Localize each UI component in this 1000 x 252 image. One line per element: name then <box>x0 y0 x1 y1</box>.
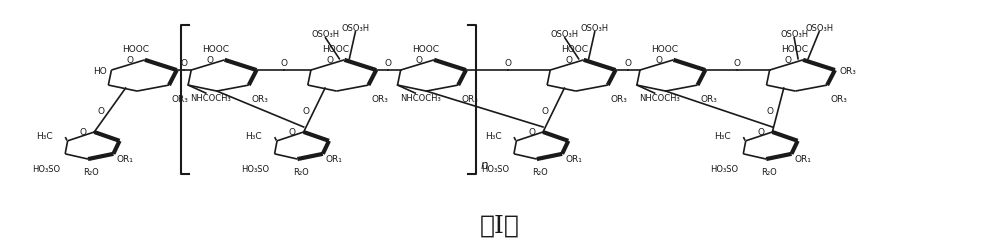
Text: OR₃: OR₃ <box>252 95 269 104</box>
Text: O: O <box>326 56 333 65</box>
Text: OSO₃H: OSO₃H <box>551 30 579 39</box>
Text: OR₁: OR₁ <box>116 155 133 164</box>
Text: OR₁: OR₁ <box>326 155 343 164</box>
Text: OR₁: OR₁ <box>565 155 582 164</box>
Text: OSO₃H: OSO₃H <box>341 24 369 33</box>
Text: O: O <box>127 56 134 65</box>
Text: NHCOCH₃: NHCOCH₃ <box>639 94 680 103</box>
Text: HOOC: HOOC <box>202 45 229 54</box>
Text: O: O <box>385 59 392 68</box>
Text: OR₃: OR₃ <box>830 95 847 104</box>
Text: OR₃: OR₃ <box>611 95 628 104</box>
Text: R₂O: R₂O <box>83 167 99 176</box>
Text: R₂O: R₂O <box>532 167 548 176</box>
Text: R₂O: R₂O <box>293 167 308 176</box>
Text: OSO₃H: OSO₃H <box>581 24 609 33</box>
Text: O: O <box>98 106 105 115</box>
Text: HO₃SO: HO₃SO <box>481 164 509 173</box>
Text: O: O <box>766 106 773 115</box>
Text: HOOC: HOOC <box>123 45 150 54</box>
Text: HO: HO <box>93 66 106 75</box>
Text: OR₃: OR₃ <box>461 95 478 104</box>
Text: O: O <box>302 106 309 115</box>
Text: H₃C: H₃C <box>36 132 53 141</box>
Text: O: O <box>181 59 188 68</box>
Text: H₃C: H₃C <box>714 132 731 141</box>
Text: O: O <box>289 128 296 136</box>
Text: H₃C: H₃C <box>245 132 262 141</box>
Text: OR₃: OR₃ <box>840 66 857 75</box>
Text: O: O <box>542 106 549 115</box>
Text: OR₁: OR₁ <box>794 155 811 164</box>
Text: O: O <box>528 128 535 136</box>
Text: HO₃SO: HO₃SO <box>32 164 60 173</box>
Text: HOOC: HOOC <box>322 45 349 54</box>
Text: （I）: （I） <box>480 214 520 237</box>
Text: O: O <box>785 56 792 65</box>
Text: OR₃: OR₃ <box>172 95 189 104</box>
Text: OSO₃H: OSO₃H <box>311 30 340 39</box>
Text: OR₃: OR₃ <box>701 95 717 104</box>
Text: O: O <box>79 128 86 136</box>
Text: NHCOCH₃: NHCOCH₃ <box>190 94 231 103</box>
Text: R₂O: R₂O <box>761 167 777 176</box>
Text: OSO₃H: OSO₃H <box>780 30 808 39</box>
Text: HO₃SO: HO₃SO <box>241 164 270 173</box>
Text: O: O <box>624 59 631 68</box>
Text: O: O <box>655 56 662 65</box>
Text: O: O <box>734 59 741 68</box>
Text: NHCOCH₃: NHCOCH₃ <box>400 94 441 103</box>
Text: HOOC: HOOC <box>412 45 439 54</box>
Text: OSO₃H: OSO₃H <box>805 24 833 33</box>
Text: O: O <box>565 56 572 65</box>
Text: H₃C: H₃C <box>485 132 501 141</box>
Text: O: O <box>416 56 423 65</box>
Text: O: O <box>505 59 512 68</box>
Text: n: n <box>481 158 488 171</box>
Text: O: O <box>280 59 287 68</box>
Text: HOOC: HOOC <box>781 45 808 54</box>
Text: O: O <box>758 128 765 136</box>
Text: HOOC: HOOC <box>561 45 588 54</box>
Text: HO₃SO: HO₃SO <box>710 164 738 173</box>
Text: O: O <box>206 56 213 65</box>
Text: OR₃: OR₃ <box>371 95 388 104</box>
Text: HOOC: HOOC <box>651 45 678 54</box>
